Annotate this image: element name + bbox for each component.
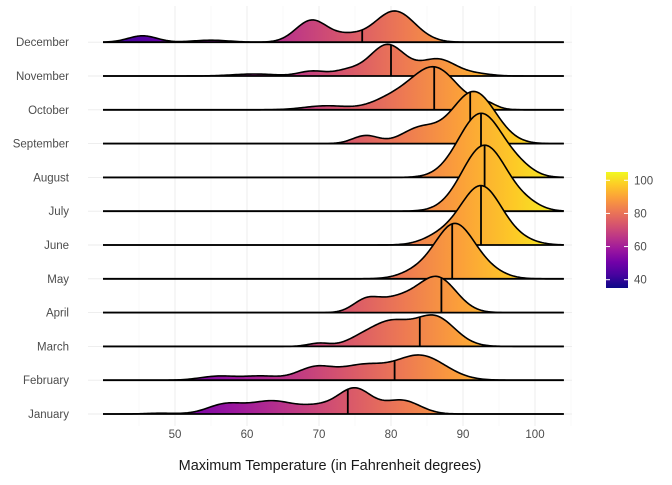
x-tick-label: 70 <box>313 429 326 441</box>
ridge-fill <box>103 44 564 76</box>
ridge-february <box>103 354 564 382</box>
y-tick-label: June <box>44 240 69 252</box>
ridge-fill <box>103 223 564 279</box>
ridge-fill <box>103 113 564 178</box>
ridge-fill <box>103 354 564 381</box>
y-tick-label: October <box>28 105 69 117</box>
legend-label: 40 <box>634 275 647 287</box>
ridge-january <box>103 386 564 415</box>
ridge-fill <box>103 387 564 414</box>
x-tick-label: 80 <box>385 429 398 441</box>
y-tick-label: August <box>33 172 70 184</box>
ridge-fill <box>103 10 564 43</box>
legend-label: 80 <box>634 208 647 220</box>
y-tick-label: February <box>23 375 69 387</box>
ridge-december <box>102 10 564 44</box>
ridge-outline <box>103 275 564 314</box>
y-tick-label: July <box>49 206 70 218</box>
x-tick-label: 50 <box>169 429 182 441</box>
y-axis-labels: January February March April May June July Augu… <box>13 37 70 421</box>
x-tick-label: 60 <box>241 429 254 441</box>
ridge-fill <box>103 145 564 212</box>
color-legend: 40 60 80 100 <box>606 172 653 288</box>
y-tick-label: March <box>37 341 69 353</box>
ridge-march <box>103 314 564 348</box>
ridge-fill <box>103 314 564 347</box>
y-tick-label: November <box>16 71 69 83</box>
ridge-april <box>103 275 564 314</box>
y-tick-label: May <box>47 274 69 286</box>
y-tick-label: April <box>46 308 69 320</box>
x-tick-label: 100 <box>525 429 544 441</box>
legend-colorbar <box>606 172 628 288</box>
ridges <box>102 10 564 415</box>
y-tick-label: January <box>28 409 69 421</box>
legend-label: 60 <box>634 242 647 254</box>
ridge-outline <box>103 314 564 348</box>
legend-label: 100 <box>634 175 653 187</box>
x-tick-label: 90 <box>457 429 470 441</box>
x-axis-title: Maximum Temperature (in Fahrenheit degre… <box>179 458 482 474</box>
ridge-fill <box>103 66 564 110</box>
ridge-may <box>103 222 564 280</box>
ridge-outline <box>103 43 564 77</box>
ridge-november <box>103 43 564 77</box>
ridge-fill <box>103 276 564 313</box>
y-tick-label: September <box>13 139 69 151</box>
ridge-fill <box>103 91 564 144</box>
x-axis-labels: 50 60 70 80 90 100 <box>169 429 545 441</box>
y-tick-label: December <box>16 37 69 49</box>
